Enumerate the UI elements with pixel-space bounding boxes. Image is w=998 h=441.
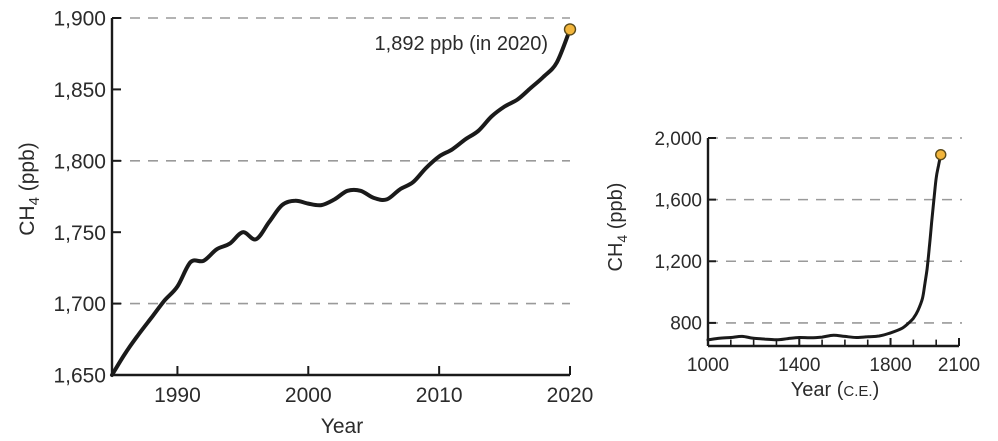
right-y-axis-label-main: CH [605,243,627,272]
y-tick-label: 1,700 [53,293,106,316]
left-y-axis-label-main: CH [16,205,39,235]
right-chart: 800 1,200 1,600 2,000 1000 1400 1800 2100 Year… [605,129,980,401]
left-gridlines [112,17,570,305]
right-endpoint-marker [935,148,947,161]
left-methane-series-line [110,27,572,377]
right-y-axis-label-sub: 4 [614,235,630,243]
right-gridlines [708,137,962,324]
left-x-axis-label: Year [321,415,363,438]
x-tick-label: 1990 [154,384,201,407]
right-y-axis-label-unit: (ppb) [605,183,627,235]
right-y-axis-label: CH4 (ppb) [605,183,630,272]
y-tick-label: 1,750 [53,222,106,245]
x-tick-label: 1000 [687,355,729,376]
right-x-axis-label: Year (C.E.) [791,379,880,401]
y-tick-label: 1,600 [654,190,702,211]
x-tick-label: 2100 [938,355,980,376]
right-y-ticks: 800 1,200 1,600 2,000 [654,129,716,335]
endpoint-annotation: 1,892 ppb (in 2020) [375,33,548,55]
left-y-axis-label-unit: (ppb) [16,142,39,197]
right-methane-series-line [706,153,943,342]
y-tick-label: 1,850 [53,79,106,102]
right-x-ticks: 1000 1400 1800 2100 [687,338,980,376]
left-endpoint-marker [563,23,577,36]
right-x-axis-label-main: Year [791,379,832,401]
y-tick-label: 1,200 [654,252,702,273]
y-tick-label: 800 [670,314,702,335]
left-y-axis-label-sub: 4 [26,197,43,205]
left-chart: 1,650 1,700 1,750 1,800 1,850 1,900 1990 2000 2… [16,8,593,438]
x-tick-label: 2000 [285,384,332,407]
x-tick-label: 1400 [778,355,820,376]
right-x-axis-label-era: C.E. [843,383,872,400]
y-tick-label: 1,900 [53,8,106,31]
y-tick-label: 1,800 [53,150,106,173]
x-tick-label: 2020 [547,384,594,407]
x-tick-label: 1800 [869,355,911,376]
left-y-axis-label: CH4 (ppb) [16,142,43,236]
left-x-ticks: 1990 2000 2010 2020 [154,366,593,407]
y-tick-label: 1,650 [53,365,106,388]
y-tick-label: 2,000 [654,129,702,150]
left-y-ticks: 1,650 1,700 1,750 1,800 1,850 1,900 [53,8,121,388]
x-tick-label: 2010 [416,384,463,407]
